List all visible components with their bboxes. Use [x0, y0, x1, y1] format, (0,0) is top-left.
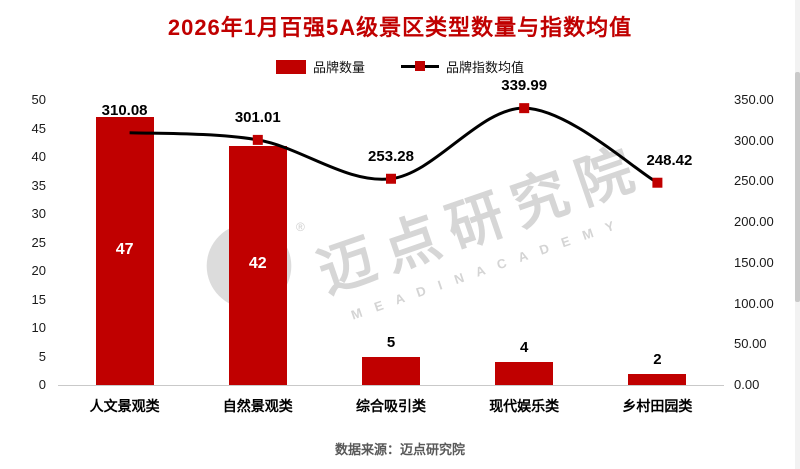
right-axis-tick-label: 200.00	[734, 214, 774, 230]
right-axis-tick-label: 350.00	[734, 92, 774, 107]
bar-value-label: 42	[248, 255, 267, 273]
legend-line-marker	[415, 61, 425, 71]
line-value-label: 339.99	[501, 77, 548, 95]
bar	[495, 362, 554, 385]
right-axis-tick-label: 250.00	[734, 173, 774, 189]
legend-bar-label: 品牌数量	[312, 60, 365, 75]
left-axis-tick-label: 15	[31, 291, 46, 307]
line-marker	[652, 177, 663, 188]
chart-title: 2026年1月百强5A级景区类型数量与指数均值	[167, 15, 633, 40]
left-axis-tick-label: 35	[31, 177, 46, 193]
legend-item-bar: 品牌数量	[275, 57, 365, 76]
left-axis-tick-label: 25	[31, 234, 46, 250]
bar	[362, 356, 420, 385]
right-axis-tick-label: 50.00	[734, 336, 767, 352]
bar-value-label: 5	[386, 333, 396, 351]
bar	[628, 373, 687, 385]
right-axis-tick-label: 150.00	[734, 254, 774, 270]
right-axis-tick-label: 0.00	[734, 377, 760, 392]
data-source: 数据来源：迈点研究院	[334, 442, 465, 457]
legend: 品牌数量 品牌指数均值	[0, 57, 800, 76]
bar-value-label: 4	[520, 339, 529, 357]
left-axis-tick-label: 50	[31, 92, 46, 107]
legend-line-swatch	[401, 61, 439, 71]
left-axis-tick-label: 45	[31, 120, 46, 136]
line-value-label: 248.42	[646, 151, 693, 169]
right-axis-tick-label: 100.00	[734, 295, 774, 311]
line-value-label: 301.01	[234, 108, 281, 126]
scrollbar[interactable]	[795, 0, 800, 469]
x-axis-line	[58, 385, 724, 386]
left-axis-tick-label: 20	[31, 263, 46, 278]
category-label: 综合吸引类	[355, 398, 426, 414]
left-axis-tick-label: 10	[31, 320, 46, 335]
category-label: 自然景观类	[222, 398, 293, 414]
legend-bar-swatch	[275, 59, 306, 74]
legend-item-line: 品牌指数均值	[401, 57, 524, 76]
legend-line-label: 品牌指数均值	[446, 60, 525, 75]
scrollbar-thumb[interactable]	[795, 72, 800, 302]
line-marker	[252, 134, 263, 145]
line-value-label: 310.08	[101, 101, 148, 119]
bar-value-label: 2	[653, 350, 662, 368]
left-axis-tick-label: 40	[31, 149, 46, 164]
right-axis-tick-label: 300.00	[734, 132, 774, 148]
left-axis-tick-label: 30	[31, 206, 46, 221]
left-axis-tick-label: 0	[38, 377, 46, 392]
line-value-label: 253.28	[368, 147, 414, 165]
line-marker	[386, 173, 396, 184]
line-marker	[519, 103, 530, 114]
category-label: 人文景观类	[89, 398, 160, 414]
bar-value-label: 47	[115, 241, 134, 259]
category-label: 现代娱乐类	[489, 398, 560, 414]
left-axis-tick-label: 5	[38, 348, 46, 364]
category-label: 乡村田园类	[622, 398, 693, 414]
